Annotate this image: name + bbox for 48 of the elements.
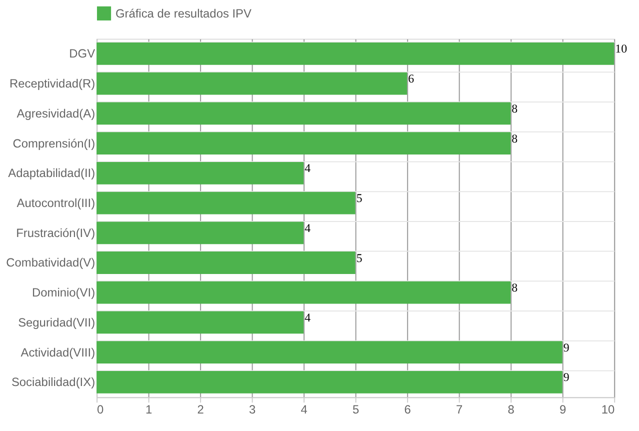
bar [96,132,511,155]
bar [96,252,356,274]
bar [96,72,408,95]
y-tick-label: Adaptabilidad(II) [8,166,96,180]
data-label: 5 [356,250,362,265]
data-label: 5 [356,191,362,206]
x-tick-label: 5 [352,402,360,417]
bar [96,102,511,125]
bar [96,341,562,364]
y-tick-label: Autocontrol(III) [16,196,96,210]
data-label: 9 [563,370,570,384]
y-tick-label: DGV [69,46,96,61]
bar [96,192,356,214]
x-tick-label: 9 [560,402,567,417]
data-label: 10 [615,42,628,56]
bar [96,162,304,184]
x-tick-label: 0 [97,402,104,417]
y-tick-label: Sociabilidad(IX) [11,375,96,390]
y-tick-label: Comprensión(I) [12,136,96,150]
x-tick-label: 10 [601,402,615,417]
y-tick-label: Actividad(VIII) [20,345,96,360]
x-tick-label: 1 [145,402,152,417]
data-label: 8 [512,131,518,146]
data-label: 4 [304,220,311,235]
legend-label: Gráfica de resultados IPV [115,6,252,20]
data-label: 4 [304,310,311,324]
bar [96,370,562,394]
y-tick-label: Receptividad(R) [9,76,96,91]
y-tick-label: Frustración(IV) [16,226,96,240]
x-tick-label: 3 [248,402,256,417]
bar [96,311,304,334]
bar [96,222,304,244]
y-tick-label: Agresividad(A) [16,106,96,120]
y-tick-label: Dominio(VI) [32,286,96,300]
y-tick-label: Combatividad(V) [6,256,96,270]
data-label: 4 [304,161,311,176]
x-tick-label: 2 [197,402,204,417]
data-label: 9 [563,340,570,354]
x-tick-label: 6 [404,402,412,417]
x-tick-label: 7 [456,402,464,417]
data-label: 6 [408,72,414,86]
x-tick-label: 8 [508,402,515,417]
bar [96,281,511,304]
data-label: 8 [512,280,518,295]
data-label: 8 [512,101,518,116]
x-tick-label: 4 [300,402,308,417]
bar [96,42,614,65]
y-tick-label: Seguridad(VII) [18,315,96,330]
